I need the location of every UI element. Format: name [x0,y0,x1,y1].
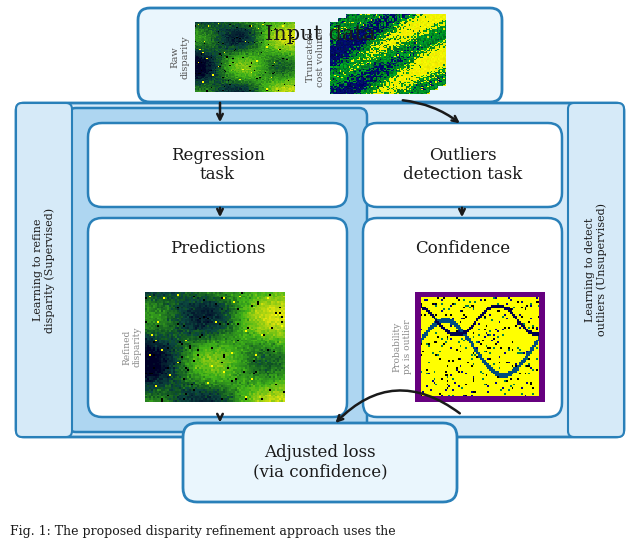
Text: Predictions: Predictions [170,240,265,257]
Text: Fig. 1: The proposed disparity refinement approach uses the: Fig. 1: The proposed disparity refinemen… [10,525,396,538]
FancyBboxPatch shape [138,8,502,102]
Text: Learning to detect
outliers (Unsupervised): Learning to detect outliers (Unsupervise… [585,204,607,337]
FancyBboxPatch shape [88,218,347,417]
FancyBboxPatch shape [568,103,624,437]
Text: Truncated
cost volume: Truncated cost volume [306,28,325,86]
FancyBboxPatch shape [68,108,367,432]
FancyBboxPatch shape [16,103,624,437]
Text: Input data: Input data [265,25,375,44]
FancyBboxPatch shape [88,123,347,207]
Text: Outliers
detection task: Outliers detection task [403,147,522,183]
Text: Refined
disparity: Refined disparity [123,327,142,367]
Text: Regression
task: Regression task [171,147,264,183]
Text: Raw
disparity: Raw disparity [171,35,190,79]
FancyBboxPatch shape [363,218,562,417]
Text: Probability
px is outlier: Probability px is outlier [392,320,412,375]
Text: Confidence: Confidence [415,240,510,257]
Text: Learning to refine
disparity (Supervised): Learning to refine disparity (Supervised… [33,207,55,333]
Text: Adjusted loss
(via confidence): Adjusted loss (via confidence) [253,444,387,481]
FancyBboxPatch shape [16,103,72,437]
FancyBboxPatch shape [363,123,562,207]
FancyBboxPatch shape [183,423,457,502]
